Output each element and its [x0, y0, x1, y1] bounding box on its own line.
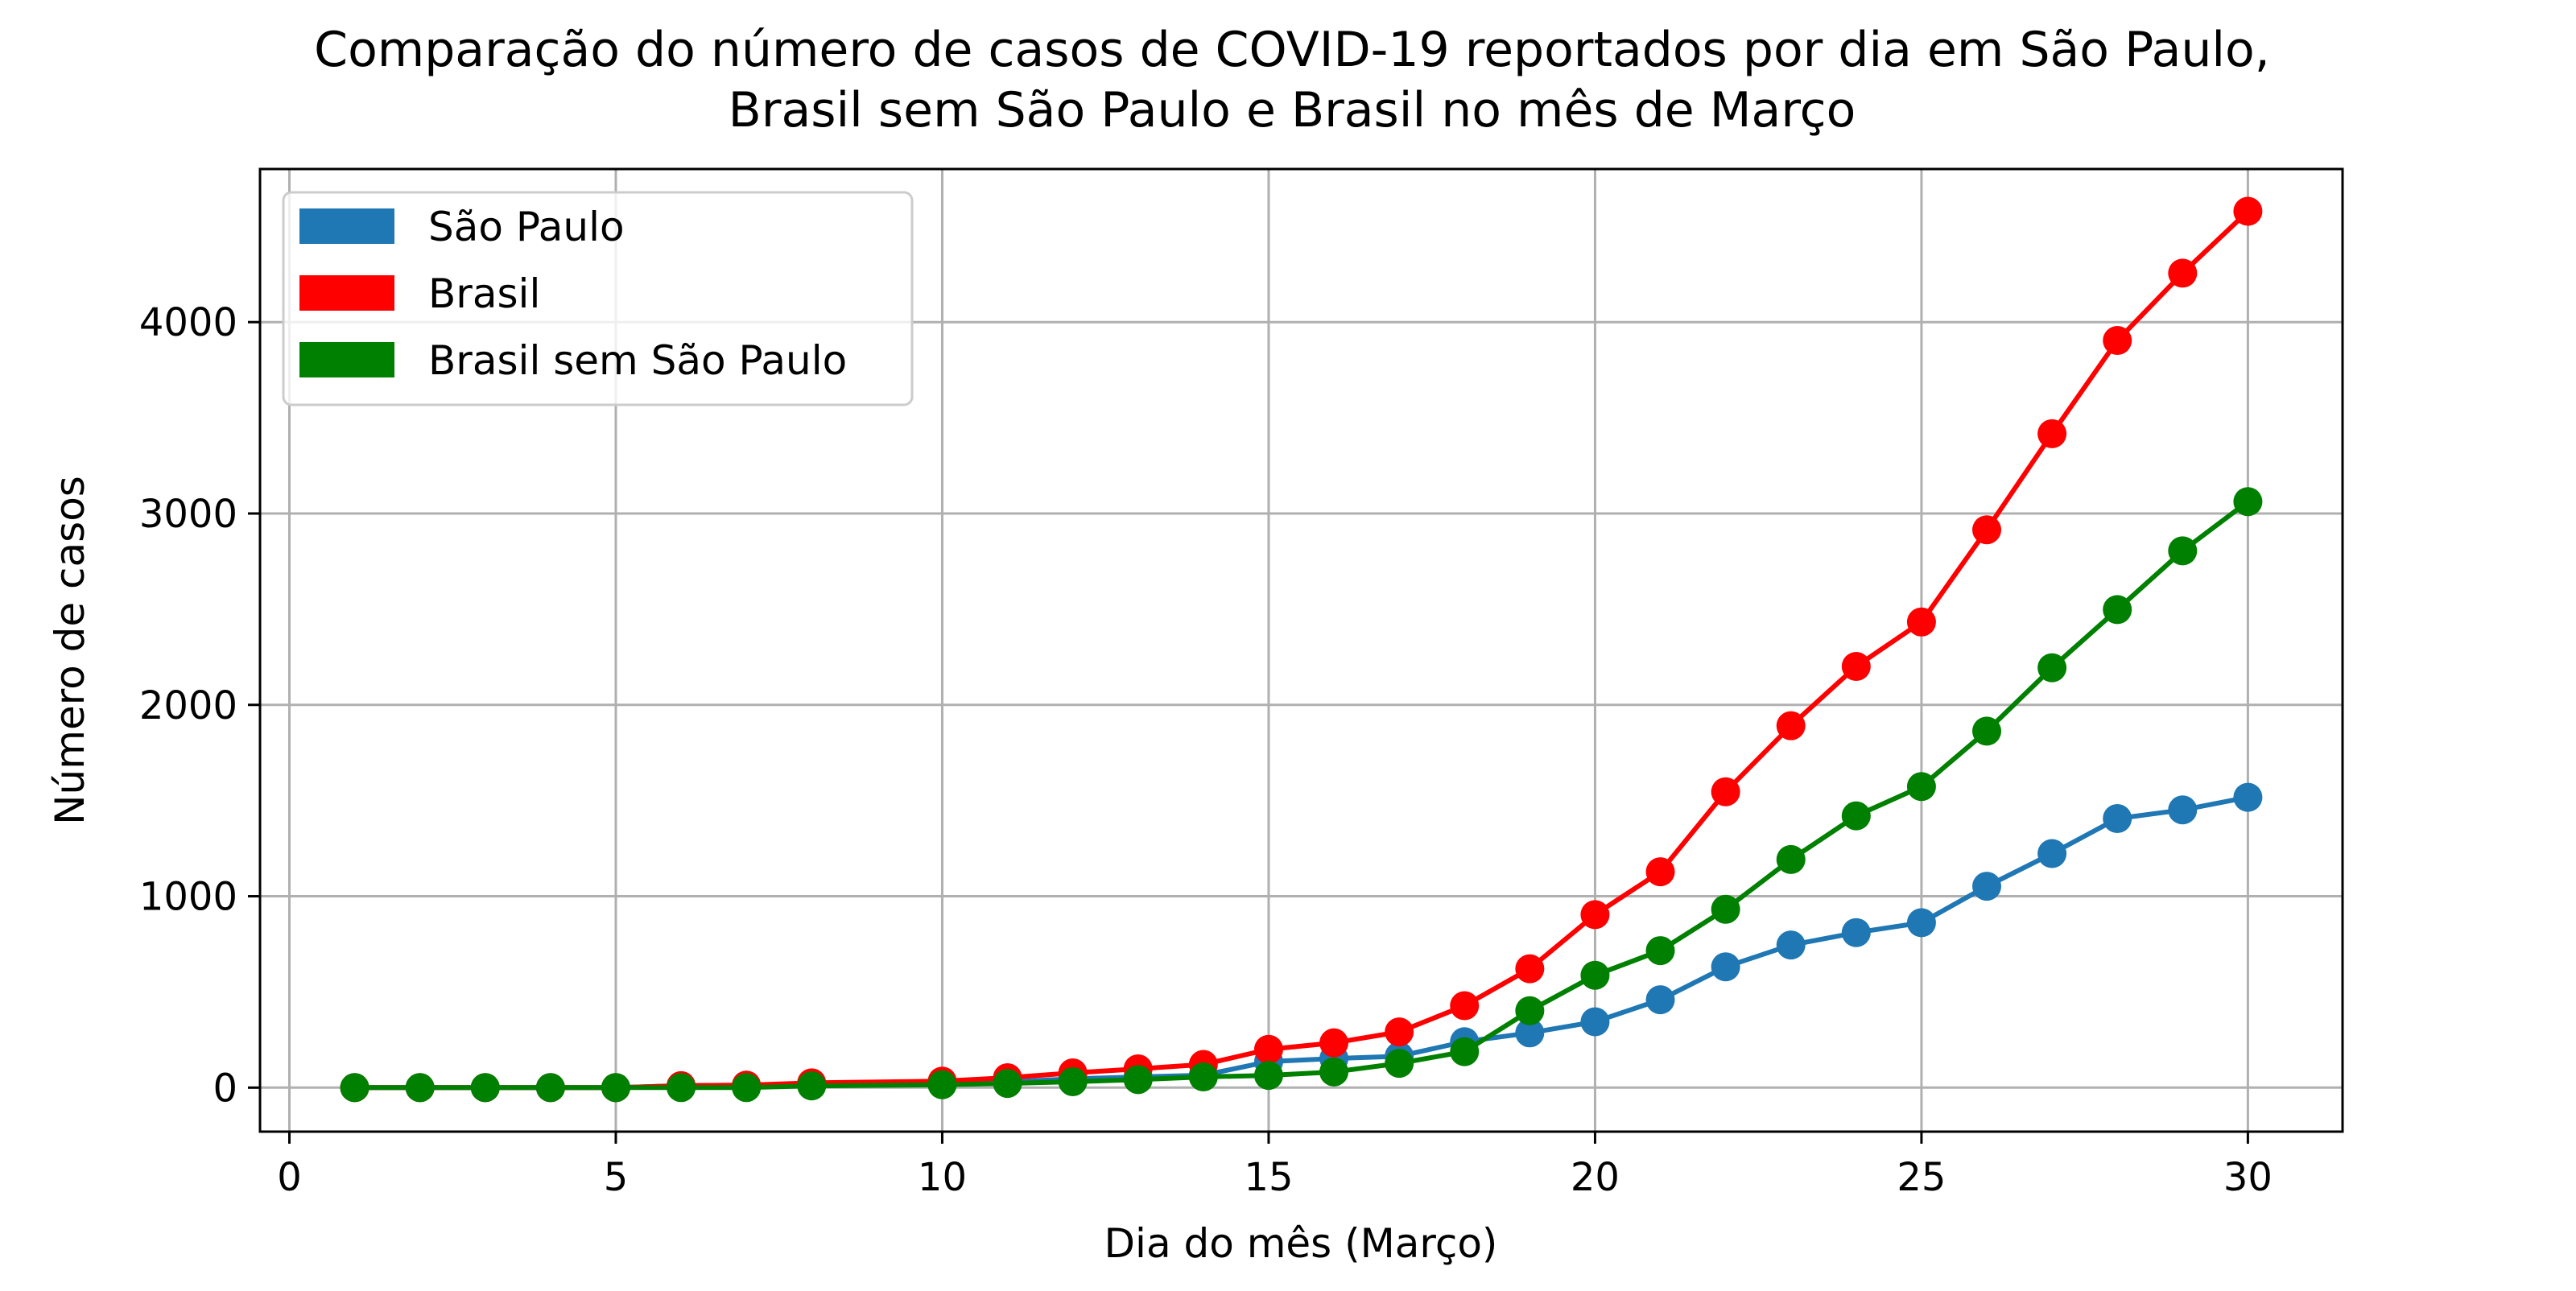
data-point-brasil-sem-sao-paulo	[1319, 1057, 1349, 1087]
data-point-sao-paulo	[2037, 839, 2067, 868]
data-point-brasil	[1776, 711, 1806, 740]
x-tick-label: 10	[918, 1155, 967, 1200]
legend-label-brasil-sem-sao-paulo: Brasil sem São Paulo	[428, 337, 847, 384]
data-point-brasil-sem-sao-paulo	[1450, 1037, 1480, 1066]
data-point-sao-paulo	[1906, 908, 1936, 938]
data-point-brasil	[1841, 651, 1871, 681]
data-point-brasil-sem-sao-paulo	[1188, 1062, 1218, 1091]
data-point-brasil-sem-sao-paulo	[993, 1069, 1022, 1099]
y-axis-ticks: 0 1000 2000 3000 4000	[139, 300, 260, 1111]
data-point-brasil-sem-sao-paulo	[601, 1073, 630, 1103]
data-point-brasil	[2233, 196, 2263, 226]
data-point-sao-paulo	[1580, 1007, 1610, 1037]
data-point-brasil-sem-sao-paulo	[535, 1073, 565, 1103]
data-point-brasil-sem-sao-paulo	[927, 1070, 957, 1099]
y-tick-label: 0	[213, 1066, 237, 1111]
data-point-brasil	[1906, 607, 1936, 637]
legend-swatch-brasil	[299, 275, 394, 311]
data-point-brasil	[1385, 1017, 1414, 1047]
data-point-brasil	[1253, 1034, 1283, 1064]
y-tick-label: 3000	[139, 492, 237, 537]
data-point-brasil	[1450, 991, 1480, 1021]
data-point-brasil-sem-sao-paulo	[797, 1071, 827, 1101]
x-axis-label: Dia do mês (Março)	[1104, 1220, 1498, 1267]
data-point-brasil-sem-sao-paulo	[1711, 894, 1740, 924]
legend-label-sao-paulo: São Paulo	[428, 204, 625, 250]
chart-title-line-1: Comparação do número de casos de COVID-1…	[314, 22, 2270, 78]
data-point-brasil	[1580, 900, 1610, 930]
data-point-brasil-sem-sao-paulo	[1841, 801, 1871, 831]
data-point-brasil	[1515, 954, 1545, 984]
data-point-brasil-sem-sao-paulo	[1058, 1066, 1088, 1096]
data-point-sao-paulo	[1711, 952, 1740, 982]
data-point-brasil	[2103, 326, 2132, 356]
data-point-brasil-sem-sao-paulo	[1253, 1061, 1283, 1091]
x-tick-label: 5	[604, 1155, 629, 1200]
data-point-brasil	[1972, 515, 2002, 545]
data-point-brasil-sem-sao-paulo	[470, 1073, 500, 1103]
chart-title-line-2: Brasil sem São Paulo e Brasil no mês de …	[729, 82, 1856, 138]
x-tick-label: 30	[2223, 1155, 2273, 1200]
x-tick-label: 25	[1897, 1155, 1946, 1200]
legend-label-brasil: Brasil	[428, 270, 540, 317]
data-point-brasil	[1319, 1028, 1349, 1058]
data-point-sao-paulo	[1645, 985, 1675, 1015]
data-point-brasil-sem-sao-paulo	[1906, 772, 1936, 802]
data-point-brasil-sem-sao-paulo	[1972, 716, 2002, 746]
data-point-brasil-sem-sao-paulo	[2233, 487, 2263, 517]
data-point-brasil-sem-sao-paulo	[1385, 1049, 1414, 1079]
data-point-brasil-sem-sao-paulo	[667, 1073, 696, 1103]
data-point-sao-paulo	[1515, 1018, 1545, 1048]
data-point-sao-paulo	[2103, 804, 2132, 834]
data-point-brasil	[1711, 777, 1740, 806]
data-point-brasil-sem-sao-paulo	[2103, 595, 2132, 625]
data-point-sao-paulo	[2233, 782, 2263, 812]
data-point-brasil	[2037, 419, 2067, 448]
x-axis-ticks: 0 5 10 15 20 25 30	[277, 1132, 2273, 1200]
data-point-sao-paulo	[1776, 930, 1806, 960]
legend: São Paulo Brasil Brasil sem São Paulo	[282, 191, 914, 406]
x-tick-label: 20	[1571, 1155, 1620, 1200]
data-point-brasil-sem-sao-paulo	[1580, 960, 1610, 990]
data-point-brasil-sem-sao-paulo	[2037, 653, 2067, 683]
data-point-brasil-sem-sao-paulo	[1645, 936, 1675, 966]
y-axis-label: Número de casos	[47, 476, 93, 825]
data-point-sao-paulo	[1972, 872, 2002, 901]
data-point-brasil	[2168, 258, 2198, 288]
legend-swatch-brasil-sem-sao-paulo	[299, 342, 394, 377]
data-point-brasil-sem-sao-paulo	[405, 1073, 435, 1103]
data-point-brasil-sem-sao-paulo	[732, 1073, 762, 1103]
data-point-brasil-sem-sao-paulo	[340, 1073, 369, 1103]
data-point-brasil-sem-sao-paulo	[1123, 1065, 1153, 1095]
data-point-sao-paulo	[1841, 918, 1871, 947]
y-tick-label: 4000	[139, 300, 237, 345]
data-series	[340, 196, 2263, 1103]
data-point-sao-paulo	[2168, 795, 2198, 825]
data-point-brasil-sem-sao-paulo	[1515, 996, 1545, 1025]
data-point-brasil-sem-sao-paulo	[2168, 536, 2198, 566]
legend-box	[282, 191, 914, 406]
plot-frame	[258, 167, 2344, 1133]
data-point-brasil-sem-sao-paulo	[1776, 844, 1806, 874]
y-tick-label: 2000	[139, 683, 237, 728]
x-tick-label: 15	[1244, 1155, 1293, 1200]
legend-swatch-sao-paulo	[299, 208, 394, 244]
data-point-brasil	[1645, 857, 1675, 887]
y-tick-label: 1000	[139, 875, 237, 920]
x-tick-label: 0	[277, 1155, 302, 1200]
series-brasil-sem-sao-paulo	[340, 487, 2263, 1103]
